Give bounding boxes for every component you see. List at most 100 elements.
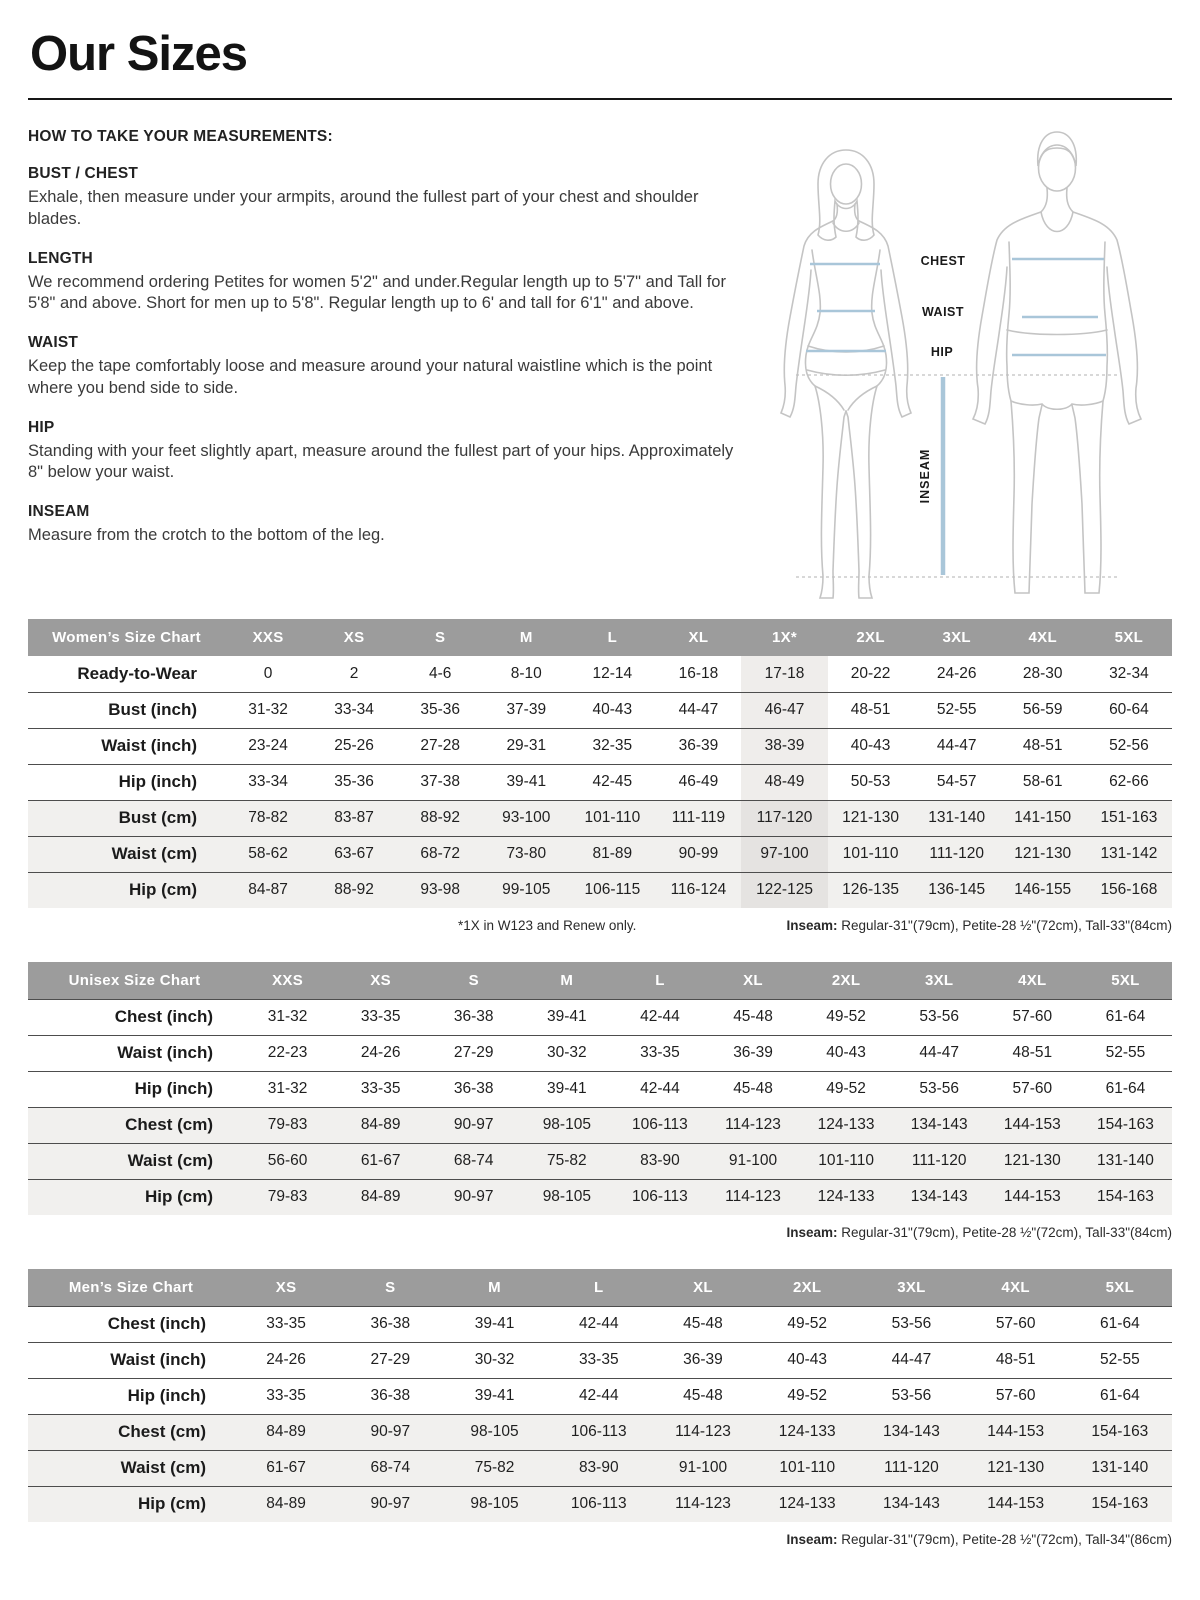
value-cell: 45-48 [683,1315,723,1332]
value-cell: 106-113 [632,1188,688,1206]
value-cell: 52-55 [936,701,977,718]
value-cell: 48-49 [741,764,828,800]
table-row: Chest (inch) 33-35 36-38 39-41 42-44 45-48 49-… [28,1306,1172,1342]
value-cell: 114-123 [725,1188,781,1206]
value-cell: 98-105 [470,1495,519,1513]
womens-size-chart-table: Women’s Size Chart XXS XS S M L XL 1X* 2XL 3XL 4XL… [28,619,1172,908]
value-cell: 20-22 [850,664,891,682]
value-cell: 144-153 [1003,1188,1061,1206]
value-cell: 99-105 [502,881,551,899]
inseam-footnote-label: Inseam: [786,1225,838,1240]
section-body-inseam: Measure from the crotch to the bottom of… [28,526,385,545]
value-cell: 114-123 [675,1423,731,1440]
value-cell: 45-48 [683,1387,723,1404]
value-cell: 28-30 [1022,664,1063,682]
value-cell: 68-74 [370,1459,411,1476]
value-cell: 45-48 [733,1008,773,1025]
inseam-footnote-text: Regular-31"(79cm), Petite-28 ½"(72cm), T… [837,1225,1172,1240]
size-column-header: XXS [241,962,335,999]
waist-label: WAIST [922,305,964,319]
table-title-cell: Men’s Size Chart [28,1269,234,1306]
value-cell: 40-43 [826,1044,866,1061]
value-cell: 53-56 [891,1387,932,1404]
size-column-header: 4XL [963,1269,1068,1306]
value-cell: 29-31 [506,737,547,754]
value-cell: 49-52 [787,1387,828,1404]
value-cell: 39-41 [547,1080,587,1097]
instructions-column: HOW TO TAKE YOUR MEASUREMENTS: BUST / CH… [28,124,740,547]
size-column-header: M [520,962,614,999]
size-column-header: XL [706,962,800,999]
diagram-labels: CHEST WAIST HIP INSEAM [918,254,965,503]
value-cell: 40-43 [592,701,633,718]
row-label: Hip (cm) [138,1494,206,1514]
size-column-header: 4XL [999,619,1086,656]
table-row: Chest (inch) 31-32 33-35 36-38 39-41 42-44 45-… [28,999,1172,1035]
measurement-instructions-section: HOW TO TAKE YOUR MEASUREMENTS: BUST / CH… [28,124,1172,609]
value-cell: 33-35 [640,1044,680,1061]
row-label: Hip (inch) [127,1386,206,1405]
value-cell: 106-113 [570,1423,627,1440]
value-cell: 91-100 [678,1459,728,1476]
value-cell: 62-66 [1109,773,1149,790]
value-cell: 88-92 [334,881,374,899]
size-column-header: 5XL [1085,619,1172,656]
table-row: Chest (cm) 79-83 84-89 90-97 98-105 106-113 11… [28,1107,1172,1143]
value-cell: 33-35 [360,1008,401,1025]
size-column-header: 2XL [755,1269,860,1306]
value-cell: 33-35 [266,1387,306,1404]
value-cell: 54-57 [936,773,977,790]
value-cell: 48-51 [995,1351,1036,1368]
value-cell: 154-163 [1096,1116,1154,1133]
value-cell: 53-56 [891,1315,932,1332]
value-cell: 98-105 [542,1188,591,1206]
size-column-header: S [338,1269,443,1306]
value-cell: 50-53 [850,773,891,790]
value-cell: 23-24 [248,737,288,754]
value-cell: 39-41 [474,1387,515,1404]
value-cell: 116-124 [670,881,727,899]
value-cell: 121-130 [987,1459,1045,1476]
value-cell: 44-47 [891,1351,932,1368]
value-cell: 53-56 [919,1080,960,1097]
value-cell: 27-28 [420,737,461,754]
row-label: Hip (cm) [129,880,197,900]
value-cell: 98-105 [470,1423,519,1440]
measurement-lines [806,257,1106,357]
body-measurement-diagram: CHEST WAIST HIP INSEAM [740,124,1172,609]
value-cell: 124-133 [778,1423,836,1440]
value-cell: 58-62 [248,845,288,862]
value-cell: 134-143 [910,1116,968,1133]
value-cell: 117-120 [741,800,828,836]
value-cell: 61-67 [360,1152,401,1169]
value-cell: 84-89 [360,1116,401,1133]
value-cell: 24-26 [360,1044,401,1061]
size-column-header: L [569,619,656,656]
value-cell: 38-39 [741,728,828,764]
value-cell: 101-110 [584,809,641,826]
unisex-size-chart-block: Unisex Size Chart XXS XS S M L XL 2XL 3XL 4XL 5XL C… [28,962,1172,1243]
size-column-header: 3XL [859,1269,964,1306]
woman-figure-outline [779,149,913,599]
value-cell: 90-97 [370,1495,411,1513]
value-cell: 57-60 [1012,1080,1053,1097]
value-cell: 40-43 [787,1351,828,1368]
value-cell: 44-47 [919,1044,960,1061]
value-cell: 48-51 [1012,1044,1053,1061]
value-cell: 4-6 [428,664,452,682]
value-cell: 90-97 [370,1423,411,1440]
value-cell: 111-119 [671,809,726,826]
table-header-row: Women’s Size Chart XXS XS S M L XL 1X* 2XL 3XL 4XL… [28,619,1172,656]
value-cell: 154-163 [1091,1495,1149,1513]
inseam-footnote-label: Inseam: [786,918,838,933]
size-column-header: 1X* [741,619,828,656]
value-cell: 32-35 [592,737,633,754]
value-cell: 106-113 [632,1116,688,1133]
value-cell: 75-82 [474,1459,515,1476]
value-cell: 49-52 [787,1315,828,1332]
value-cell: 134-143 [882,1495,940,1513]
value-cell: 44-47 [678,701,719,718]
row-label: Ready-to-Wear [77,663,197,683]
value-cell: 122-125 [741,872,828,908]
table-row: Hip (inch) 31-32 33-35 36-38 39-41 42-44 45-48… [28,1071,1172,1107]
